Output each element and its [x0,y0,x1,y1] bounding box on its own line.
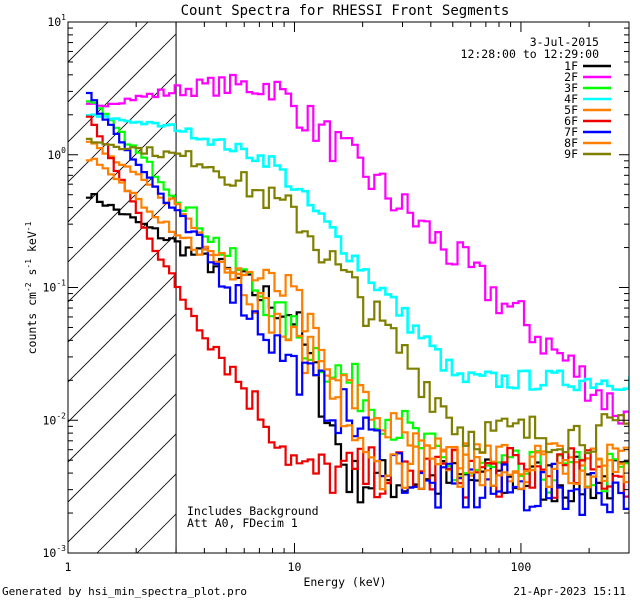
y-tick-label: 10-2 [43,411,67,427]
y-tick-label: 10-1 [43,279,67,295]
hatch-line [68,22,189,143]
series-4F [85,113,629,392]
annotation-attenuator: Att A0, FDecim 1 [187,516,298,530]
hatch-line [68,22,229,183]
footer-generated-by: Generated by hsi_min_spectra_plot.pro [2,585,247,598]
y-tick-label: 101 [47,13,66,29]
x-tick-label: 10 [288,560,302,574]
y-axis-label: counts cm-2 s-1 keV-1 [24,221,39,354]
legend-label: 8F [564,136,578,150]
y-tick-label: 10-3 [43,544,67,560]
series-9F [85,137,629,455]
info-date: 3-Jul-2015 [530,35,599,49]
series-8F [85,157,629,491]
legend-label: 4F [564,92,578,106]
series-7F [85,91,629,516]
series-2F [85,73,629,428]
y-tick-label: 100 [47,146,66,162]
series-5F [85,140,629,484]
annotation-background: Includes Background [187,504,319,518]
legend-label: 6F [564,114,578,128]
x-axis-label: Energy (keV) [303,575,386,589]
legend-label: 5F [564,103,578,117]
x-tick-label: 100 [511,560,532,574]
footer-timestamp: 21-Apr-2023 15:11 [513,585,626,598]
legend-label: 3F [564,81,578,95]
legend-label: 2F [564,70,578,84]
info-time-range: 12:28:00 to 12:29:00 [461,47,600,61]
series-3F [85,100,629,494]
chart-title: Count Spectra for RHESSI Front Segments [181,3,510,19]
legend-label: 1F [564,59,578,73]
legend-label: 7F [564,125,578,139]
x-tick-label: 1 [65,560,72,574]
legend-label: 9F [564,147,578,161]
series-6F [85,115,629,499]
hatch-line [68,22,69,23]
